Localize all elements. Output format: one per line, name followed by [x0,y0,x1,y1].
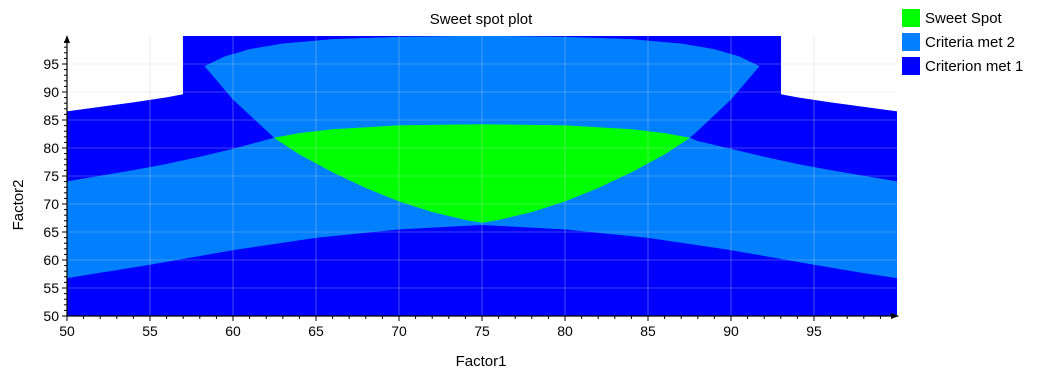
legend-swatch [902,33,920,51]
y-tick-label-3: 65 [43,224,59,240]
x-tick-label-2: 60 [225,323,241,339]
y-tick-label-4: 70 [43,196,59,212]
y-tick-label-0: 50 [43,308,59,324]
y-tick-label-7: 85 [43,112,59,128]
legend-item-criteria-met-2: Criteria met 2 [902,30,1023,54]
y-tick-label-1: 55 [43,280,59,296]
x-tick-label-8: 90 [723,323,739,339]
x-axis-arrow [891,313,899,319]
y-tick-label-2: 60 [43,252,59,268]
x-tick-label-6: 80 [557,323,573,339]
x-tick-label-1: 55 [142,323,158,339]
chart-title: Sweet spot plot [430,11,533,28]
x-axis-ticks: 50 55 60 65 70 75 80 85 90 95 [59,316,881,339]
legend-label: Sweet Spot [925,9,1002,27]
legend-label: Criteria met 2 [925,33,1016,51]
y-axis-label: Factor2 [10,180,27,231]
y-tick-label-9: 95 [43,56,59,72]
x-tick-label-4: 70 [391,323,407,339]
x-tick-label-9: 95 [806,323,822,339]
y-axis-arrow [64,35,70,43]
x-tick-label-3: 65 [308,323,324,339]
y-tick-label-6: 80 [43,140,59,156]
x-axis-label: Factor1 [456,353,507,370]
legend-swatch [902,57,920,75]
chart-legend: Sweet Spot Criteria met 2 Criterion met 1 [902,6,1023,78]
legend-label: Criterion met 1 [925,57,1024,75]
legend-item-criterion-met-1: Criterion met 1 [902,54,1023,78]
legend-swatch [902,9,920,27]
x-tick-label-5: 75 [474,323,490,339]
legend-item-sweet-spot: Sweet Spot [902,6,1023,30]
y-tick-label-8: 90 [43,84,59,100]
x-tick-label-7: 85 [640,323,656,339]
y-tick-label-5: 75 [43,168,59,184]
x-tick-label-0: 50 [59,323,75,339]
y-axis-ticks: 50 55 60 65 70 75 80 85 90 95 [43,41,67,324]
